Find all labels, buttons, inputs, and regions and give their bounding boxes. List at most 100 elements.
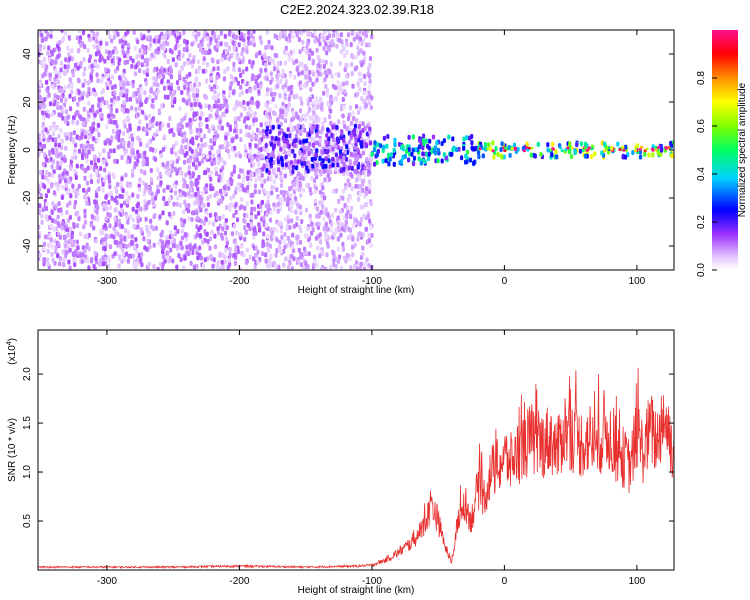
spectrogram-cell	[341, 241, 345, 247]
spectrogram-cell	[272, 260, 276, 266]
spectrogram-cell	[52, 122, 56, 128]
spectrogram-cell	[156, 188, 160, 194]
spectrogram-cell	[153, 195, 158, 201]
spectrogram-cell	[89, 173, 93, 179]
spectrogram-cell	[78, 253, 82, 259]
spectrogram-cell	[136, 39, 140, 45]
spectrogram-cell	[223, 69, 227, 74]
spectrogram-cell	[353, 263, 357, 269]
spectrogram-cell	[73, 262, 77, 268]
spectrogram-cell	[48, 215, 52, 221]
spectrogram-cell	[175, 201, 179, 207]
spectrogram-cell	[389, 152, 393, 158]
spectrogram-cell	[181, 138, 185, 144]
spectrogram-cell	[60, 160, 64, 166]
spectrogram-cell	[127, 242, 131, 248]
spectrogram-cell	[187, 191, 191, 197]
spectrogram-cell	[356, 109, 361, 115]
spectrogram-cell	[334, 143, 338, 149]
spectrogram-cell	[317, 63, 321, 68]
spectrogram-cell	[101, 181, 105, 187]
spectrogram-cell	[361, 169, 365, 175]
snr-x-tick-label: -200	[229, 576, 249, 587]
spectrogram-cell	[46, 71, 50, 77]
spectrogram-cell	[202, 133, 207, 139]
spectrogram-cell	[50, 244, 54, 249]
spectrogram-cell	[349, 214, 353, 220]
spectrogram-cell	[64, 30, 68, 36]
spectrogram-cell	[502, 154, 506, 160]
spectrogram-cell	[290, 218, 294, 224]
spectrogram-cell	[398, 160, 402, 166]
spectrogram-cell	[338, 61, 342, 66]
spectrogram-cell	[51, 147, 55, 153]
spectrogram-cell	[125, 93, 129, 99]
spectrogram-cell	[356, 236, 360, 242]
spectrogram-cell	[108, 184, 112, 190]
spectrogram-cell	[211, 95, 215, 100]
spectrogram-cell	[499, 147, 503, 152]
spectrogram-cell	[357, 124, 361, 129]
spectrogram-cell	[600, 150, 604, 156]
spectrogram-cell	[161, 261, 165, 267]
spectrogram-cell	[126, 219, 130, 225]
spectrogram-cell	[324, 163, 328, 169]
spectrogram-cell	[290, 208, 294, 214]
spectrogram-cell	[107, 174, 111, 180]
spectrogram-cell	[181, 222, 185, 228]
spectrogram-cell	[372, 161, 377, 167]
spectrogram-cell	[345, 144, 349, 150]
spectrogram-cell	[353, 216, 357, 222]
spectrogram-cell	[124, 31, 128, 37]
spectrogram-cell	[56, 105, 60, 110]
spectrogram-cell	[122, 100, 126, 106]
spectrogram-cell	[251, 121, 256, 127]
spectrogram-cell	[344, 212, 349, 218]
spectrogram-cell	[268, 119, 272, 125]
spectrogram-cell	[291, 232, 295, 238]
spectrogram-cell	[491, 140, 495, 146]
spectrogram-cell	[56, 95, 60, 100]
spectrogram-cell	[230, 138, 235, 144]
spectrogram-cell	[331, 188, 336, 194]
spectrogram-cell	[129, 253, 133, 259]
spectrogram-cell	[277, 264, 281, 270]
spectrogram-cell	[264, 67, 268, 73]
spectrogram-cell	[136, 218, 140, 224]
spectrogram-cell	[51, 137, 55, 143]
spectrogram-cell	[367, 90, 371, 96]
spectrogram-cell	[277, 130, 282, 136]
spectrogram-cell	[407, 134, 411, 140]
spectrogram-cell	[581, 148, 585, 152]
spectrogram-cell	[81, 30, 86, 36]
spectrogram-cell	[351, 54, 355, 60]
spectrogram-cell	[351, 236, 355, 242]
spectrogram-cell	[239, 168, 243, 174]
spectrogram-cell	[149, 177, 154, 183]
spectrogram-cell	[107, 68, 111, 74]
spectrogram-cell	[72, 151, 77, 157]
spectrogram-cell	[204, 186, 208, 192]
spectrogram-cell	[96, 216, 100, 222]
spectrogram-cell	[342, 81, 346, 87]
spectrogram-cell	[238, 187, 242, 193]
spectrogram-cell	[203, 50, 207, 56]
spectrogram-cell	[137, 60, 141, 66]
spectrogram-cell	[102, 202, 106, 208]
spectrogram-cell	[407, 147, 411, 152]
spectrogram-cell	[349, 42, 353, 48]
spectrogram-cell	[147, 261, 151, 267]
spectrogram-cell	[153, 213, 157, 218]
spectrogram-cell	[293, 159, 297, 164]
spectrogram-cell	[182, 47, 186, 53]
spectrogram-cell	[80, 258, 84, 264]
spectrogram-cell	[95, 31, 100, 37]
spectrogram-cell	[137, 187, 142, 193]
spectrogram-cell	[472, 160, 476, 166]
spectrogram-cell	[640, 145, 644, 149]
spectrogram-cell	[157, 73, 161, 79]
spectrogram-cell	[175, 80, 179, 86]
spectrogram-x-axis: -300 -200 -100 0 100	[97, 30, 646, 287]
spectrogram-cell	[209, 75, 213, 81]
spectrogram-cell	[295, 128, 299, 134]
